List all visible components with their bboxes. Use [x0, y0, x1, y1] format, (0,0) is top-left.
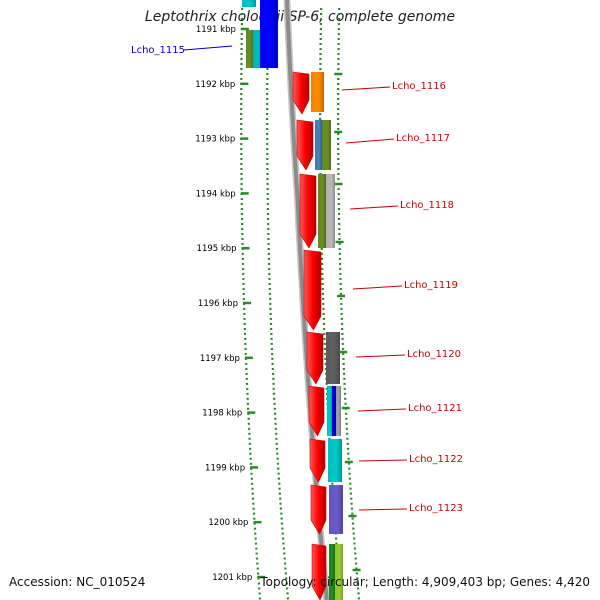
- gene-label-leader: [358, 508, 408, 511]
- ruler-tick-label: 1192 kbp: [195, 80, 235, 90]
- gene-label-leader: [355, 354, 406, 358]
- ruler-tick-label: 1193 kbp: [195, 135, 235, 145]
- ruler-tick-label: 1201 kbp: [212, 573, 252, 583]
- gene-features: [242, 0, 343, 600]
- ruler-ticks: 1191 kbp 1192 kbp 1193 kbp 1194 kbp 1195 kbp…: [195, 25, 361, 583]
- gene-label[interactable]: Lcho_1123: [409, 503, 463, 514]
- gene-arrow-1116: [292, 71, 310, 115]
- ruler-tick-label: 1195 kbp: [197, 244, 237, 254]
- ruler-tick-label: 1196 kbp: [198, 299, 238, 309]
- gene-label[interactable]: Lcho_1116: [392, 81, 446, 92]
- gene-label-leader: [183, 45, 233, 51]
- gene-arrow-1123: [310, 484, 327, 535]
- gene-arrow-1122: [309, 438, 326, 483]
- gene-label-leader: [341, 86, 391, 91]
- ruler-tick-label: 1197 kbp: [200, 354, 240, 364]
- gene-label[interactable]: Lcho_1120: [407, 349, 461, 360]
- ruler-tick-label: 1198 kbp: [202, 409, 242, 419]
- guide-line-right-a: [319, 7, 343, 600]
- ruler-tick-label: 1194 kbp: [196, 189, 236, 199]
- gene-label-leader: [352, 285, 403, 290]
- guide-line-right-b: [337, 7, 361, 600]
- gene-label[interactable]: Lcho_1121: [408, 403, 462, 414]
- ruler-tick-label: 1199 kbp: [205, 463, 245, 473]
- gene-label[interactable]: Lcho_1122: [409, 454, 463, 465]
- gene-label-leader: [349, 205, 399, 210]
- topology-label: Topology: circular; Length: 4,909,403 bp…: [260, 575, 590, 589]
- guide-line-inner: [266, 7, 290, 600]
- gene-arrow-1120: [306, 331, 324, 385]
- gene-label-leader: [357, 408, 407, 412]
- gene-label[interactable]: Lcho_1119: [404, 280, 458, 291]
- gene-label[interactable]: Lcho_1115: [131, 45, 185, 56]
- gene-arrow-1119: [303, 249, 322, 331]
- gene-arrow-1121: [308, 385, 325, 437]
- gene-label[interactable]: Lcho_1118: [400, 200, 454, 211]
- gene-label-leader: [358, 459, 408, 462]
- ruler-tick-label: 1200 kbp: [208, 518, 248, 528]
- gene-labels: Lcho_1115 Lcho_1116 Lcho_1117 Lcho_1118 Lcho…: [131, 45, 463, 514]
- accession-label: Accession: NC_010524: [9, 575, 146, 589]
- gene-arrow-1118: [299, 173, 317, 249]
- gene-arrow-1117: [296, 119, 314, 171]
- genome-title: Leptothrix cholodnii SP-6, complete geno…: [144, 9, 456, 25]
- gene-label[interactable]: Lcho_1117: [396, 133, 450, 144]
- ruler-tick-label: 1191 kbp: [196, 25, 236, 35]
- gene-label-leader: [345, 138, 395, 144]
- gene-arrow-bottom: [311, 543, 327, 600]
